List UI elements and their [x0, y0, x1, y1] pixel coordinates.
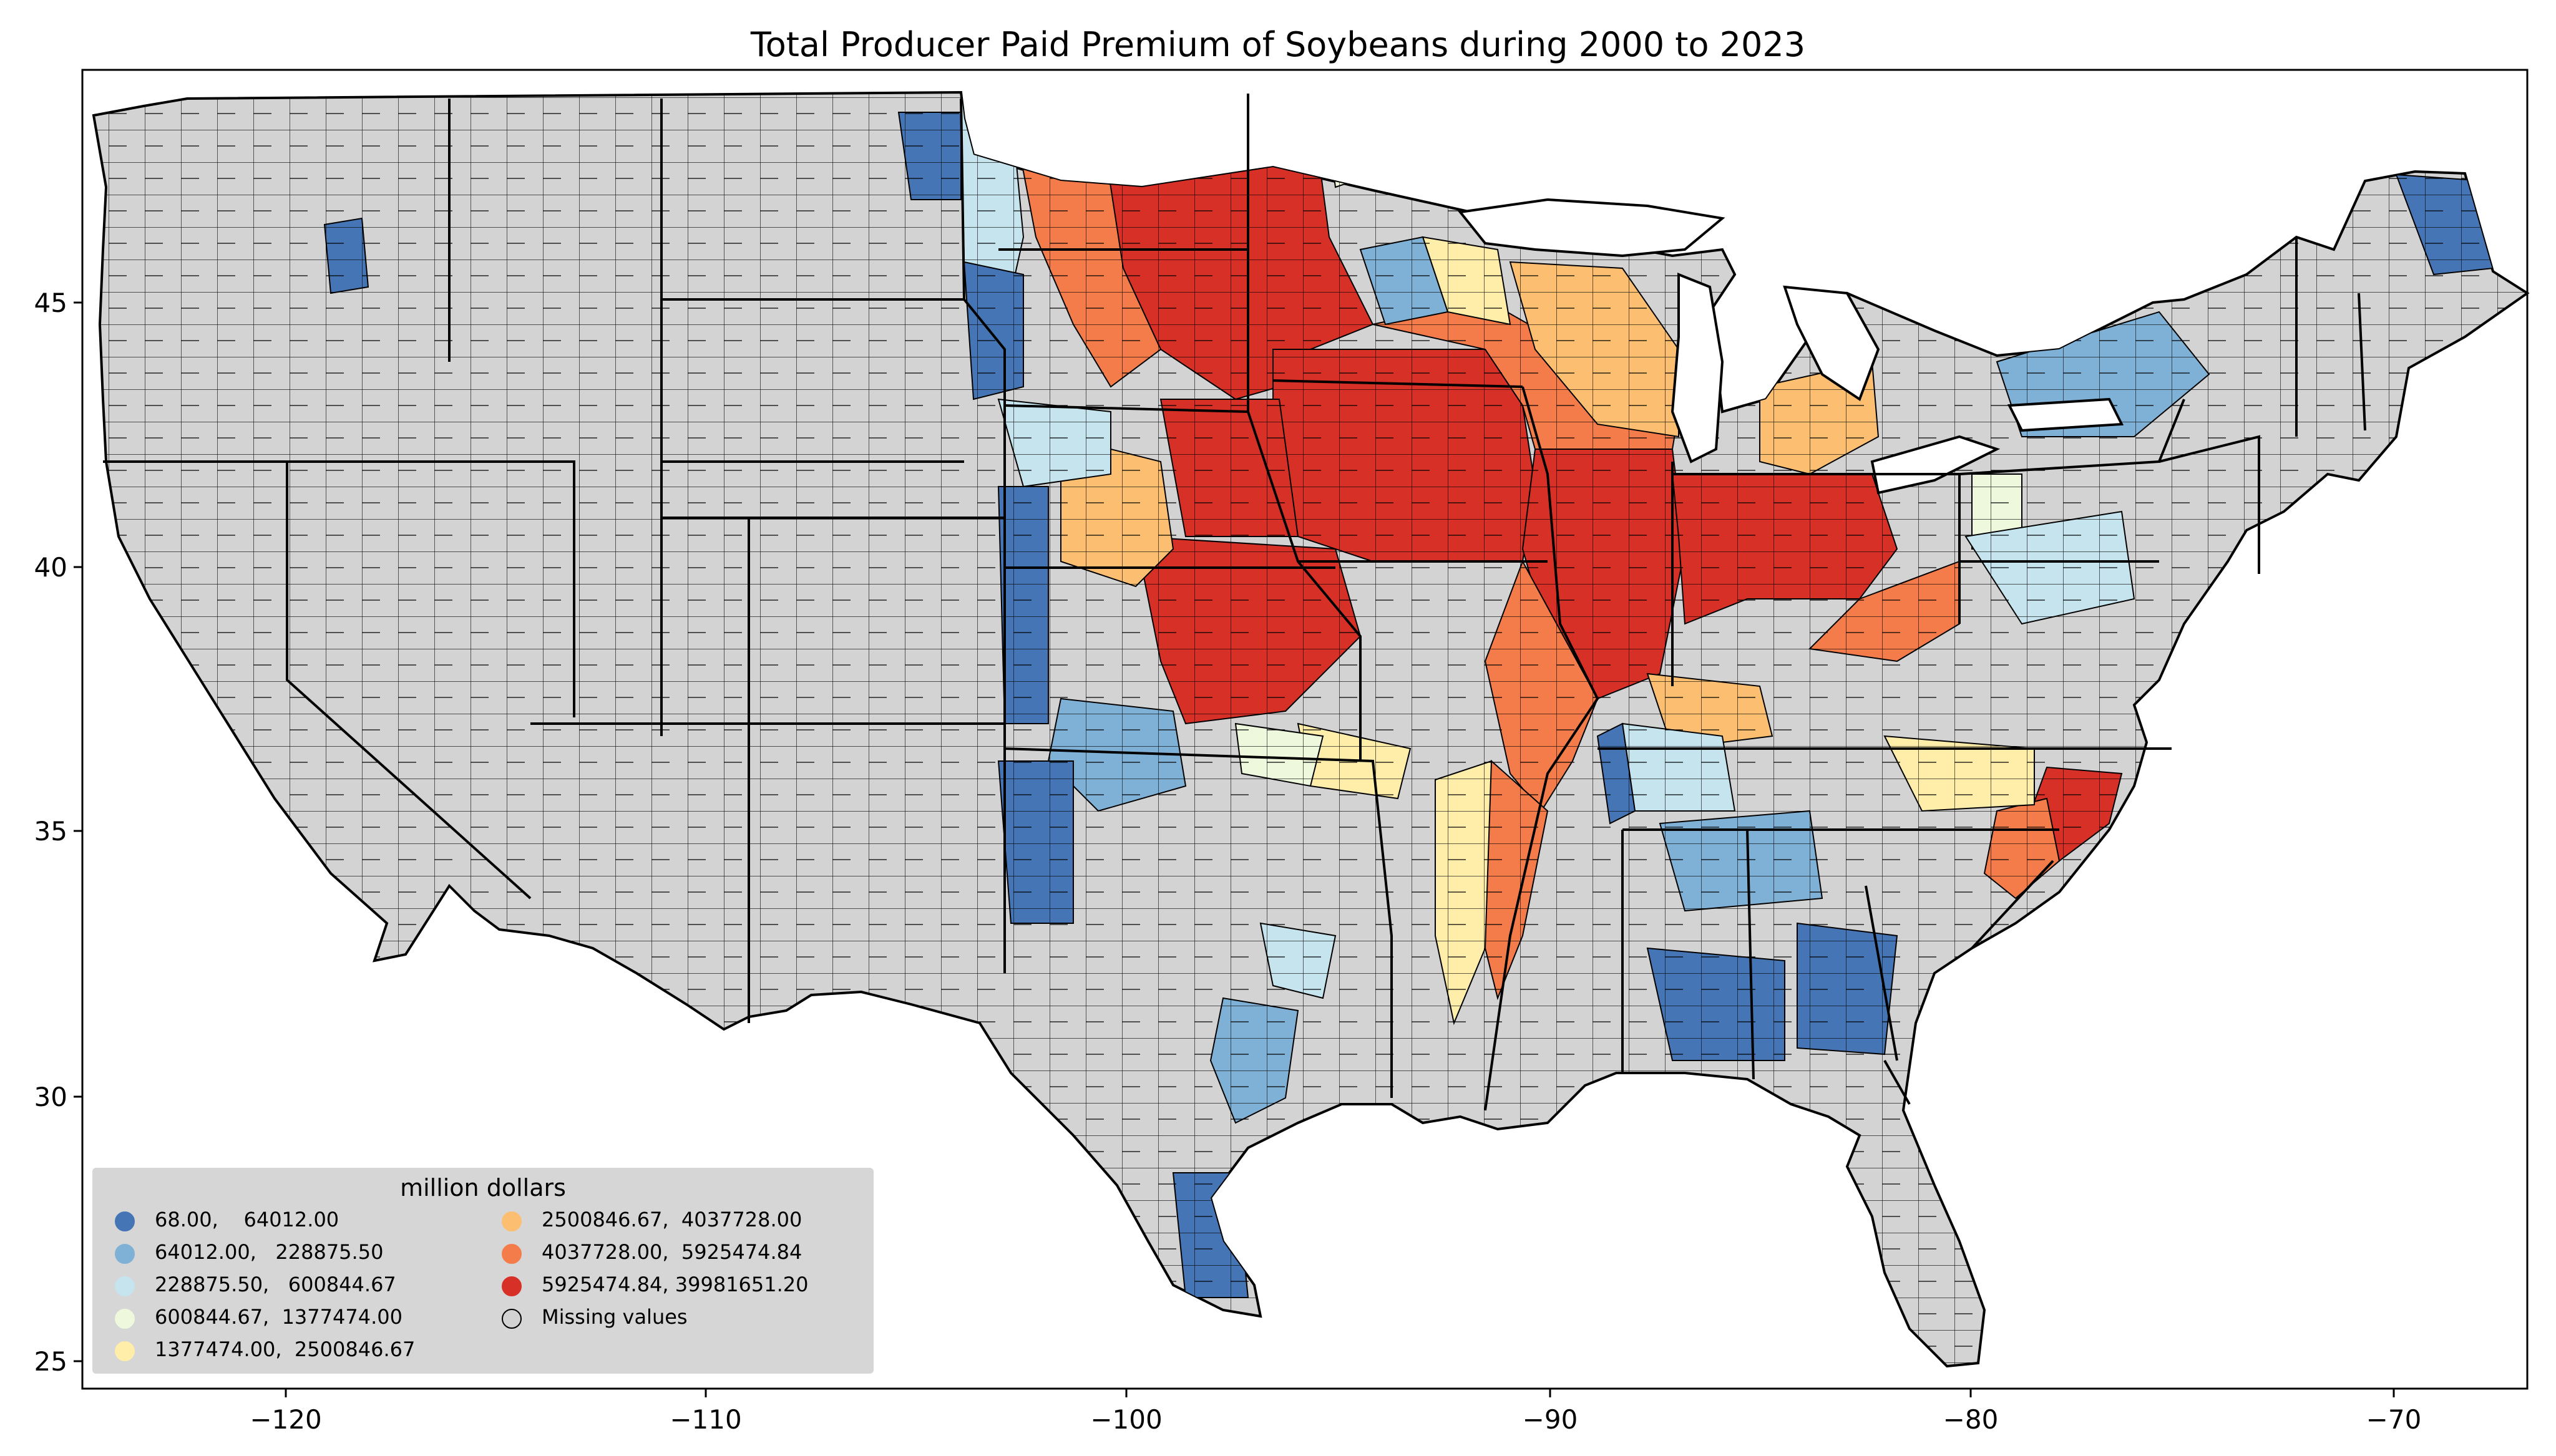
- legend-label: 5925474.84, 39981651.20: [542, 1273, 809, 1296]
- state-boundaries: [103, 94, 2366, 1111]
- lake-superior: [1458, 198, 1725, 258]
- legend-label: 228875.50, 600844.67: [155, 1273, 396, 1296]
- lake-erie: [1870, 435, 2001, 495]
- legend-swatch: [115, 1276, 135, 1296]
- legend-entry: 1377474.00, 2500846.67: [115, 1336, 415, 1369]
- legend-label: 1377474.00, 2500846.67: [155, 1337, 416, 1361]
- legend-swatch: [115, 1341, 135, 1361]
- legend-entry: 228875.50, 600844.67: [115, 1271, 396, 1304]
- legend-label: 600844.67, 1377474.00: [155, 1305, 402, 1329]
- legend-label: 4037728.00, 5925474.84: [542, 1240, 802, 1264]
- x-tick-label: −80: [1943, 1404, 1999, 1435]
- lake-michigan: [1671, 273, 1724, 463]
- legend-swatch: [502, 1276, 522, 1296]
- x-tick-labels: −120 −110 −100 −90 −80 −70: [250, 1404, 2421, 1435]
- legend-swatch: [115, 1211, 135, 1231]
- y-tick-label: 40: [34, 552, 67, 583]
- legend-swatch: [502, 1244, 522, 1264]
- x-tick-label: −100: [1090, 1404, 1162, 1435]
- legend-entry: 4037728.00, 5925474.84: [502, 1239, 802, 1271]
- map-title: Total Producer Paid Premium of Soybeans …: [750, 25, 1806, 64]
- legend-label: 68.00, 64012.00: [155, 1208, 339, 1231]
- legend-column-left: 68.00, 64012.00 64012.00, 228875.50 2288…: [115, 1206, 415, 1369]
- legend-entry: 2500846.67, 4037728.00: [502, 1206, 802, 1239]
- x-tick-label: −90: [1523, 1404, 1578, 1435]
- y-tick-label: 45: [34, 288, 67, 318]
- x-tick-label: −110: [670, 1404, 741, 1435]
- legend-swatch: [502, 1211, 522, 1231]
- legend-swatch: [115, 1244, 135, 1264]
- legend-title: million dollars: [400, 1174, 566, 1201]
- x-axis: [285, 1389, 2395, 1397]
- x-tick-label: −70: [2366, 1404, 2422, 1435]
- x-tick-label: −120: [250, 1404, 321, 1435]
- legend-swatch: [115, 1309, 135, 1329]
- legend-label: Missing values: [542, 1305, 688, 1329]
- legend-entry: 64012.00, 228875.50: [115, 1239, 383, 1271]
- legend-entry: 600844.67, 1377474.00: [115, 1304, 402, 1336]
- legend-swatch: [502, 1309, 522, 1329]
- legend-label: 2500846.67, 4037728.00: [542, 1208, 802, 1231]
- legend-label: 64012.00, 228875.50: [155, 1240, 384, 1264]
- legend-column-right: 2500846.67, 4037728.00 4037728.00, 59254…: [502, 1206, 809, 1336]
- y-tick-label: 30: [34, 1082, 67, 1112]
- legend-entry: 5925474.84, 39981651.20: [502, 1271, 809, 1304]
- lake-ontario: [2007, 397, 2124, 432]
- y-tick-label: 35: [34, 816, 67, 847]
- legend-entry: Missing values: [502, 1304, 688, 1336]
- lake-huron: [1783, 285, 1880, 402]
- y-tick-labels: 45 40 35 30 25: [34, 288, 67, 1377]
- legend: million dollars 68.00, 64012.00 64012.00…: [92, 1168, 874, 1374]
- y-tick-label: 25: [34, 1346, 67, 1377]
- y-axis: [74, 301, 82, 1362]
- legend-entry: 68.00, 64012.00: [115, 1206, 339, 1239]
